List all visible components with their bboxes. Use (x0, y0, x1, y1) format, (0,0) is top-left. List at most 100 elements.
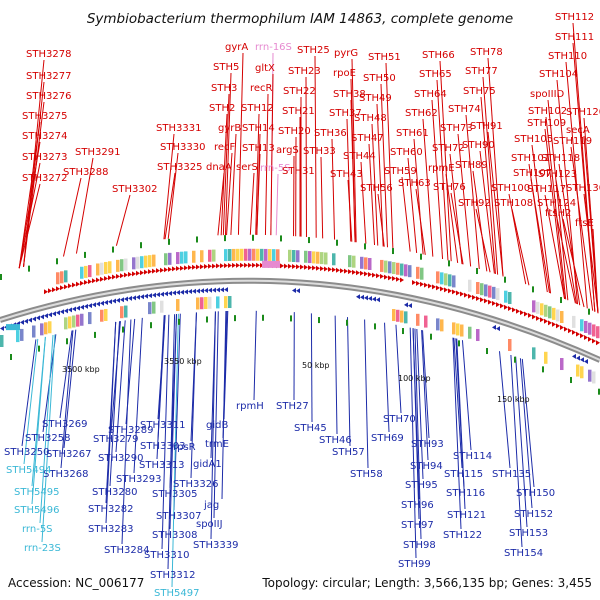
reverse-gene-arrow (84, 303, 88, 309)
leader-line (401, 176, 411, 252)
forward-gene-arrow (124, 272, 128, 278)
leader-line (395, 324, 402, 414)
leader-line (334, 315, 338, 435)
reverse-gene-arrow (208, 287, 212, 293)
reverse-category-block (508, 339, 512, 352)
forward-gene-arrow (108, 275, 112, 281)
forward-gene-arrow (164, 267, 168, 273)
reverse-gene-arrow (196, 288, 200, 294)
reverse-category-block (424, 315, 428, 328)
gene-label-sth51: STH51 (368, 52, 401, 63)
gene-label-sth89: STH89 (455, 160, 488, 171)
gene-label-sth70: STH70 (383, 414, 416, 425)
leader-line (499, 351, 511, 469)
leader-line (570, 146, 594, 311)
forward-gene-arrow (184, 265, 188, 271)
gene-label-sth154: STH154 (504, 548, 543, 559)
leader-line (59, 330, 73, 419)
forward-gene-arrow (428, 283, 432, 289)
forward-gene-arrow (52, 287, 56, 293)
leader-line (412, 328, 420, 520)
reverse-gene-arrow (80, 304, 84, 310)
gene-label-recr: recR (250, 83, 273, 94)
gene-label-sth69: STH69 (371, 433, 404, 444)
forward-gene-arrow (176, 266, 180, 272)
forward-category-block (444, 273, 448, 286)
gene-label-sth107: STH107 (513, 168, 552, 179)
reverse-gene-arrow (60, 309, 64, 315)
gene-label-sth3311: STH3311 (140, 420, 185, 431)
leader-line (452, 337, 462, 530)
reverse-gene-arrow (188, 289, 192, 295)
forward-gene-arrow (368, 271, 372, 277)
forward-gene-arrow (372, 272, 376, 278)
gene-label-sth14: STH14 (242, 123, 275, 134)
reverse-category-block (88, 312, 92, 325)
leader-line (249, 172, 255, 235)
gene-label-sth116: STH116 (446, 488, 485, 499)
forward-category-block (244, 248, 248, 261)
rrna-reverse-block (6, 324, 20, 331)
map-title: Symbiobacterium thermophilum IAM 14863, … (87, 11, 513, 27)
forward-category-block (176, 252, 180, 265)
reverse-gene-arrow (296, 288, 300, 294)
forward-category-block (232, 248, 236, 261)
forward-gene-arrow (296, 264, 300, 270)
tick-mark (486, 348, 488, 355)
forward-category-block (436, 271, 440, 284)
forward-gene-arrow (412, 279, 416, 285)
forward-category-block (364, 257, 368, 270)
reverse-gene-arrow (156, 292, 160, 298)
forward-gene-arrow (60, 285, 64, 291)
forward-gene-arrow (328, 266, 332, 272)
leader-line (510, 354, 523, 548)
gene-label-sth3278: STH3278 (26, 49, 71, 60)
tick-label-3550: 3550 kbp (164, 357, 202, 366)
forward-category-block (264, 248, 268, 261)
forward-gene-arrow (588, 336, 592, 342)
leader-line (450, 192, 464, 265)
tick-label-150: 150 kbp (497, 395, 530, 404)
gene-label-sth75: STH75 (463, 86, 496, 97)
forward-gene-arrow (472, 294, 476, 300)
forward-gene-arrow (464, 292, 468, 298)
reverse-category-block (100, 309, 104, 322)
gene-label-gyrb: gyrB (218, 123, 241, 134)
forward-category-block (592, 324, 596, 337)
leader-line (475, 208, 491, 273)
forward-gene-arrow (448, 288, 452, 294)
forward-gene-arrow (516, 308, 520, 314)
leader-line (453, 337, 463, 469)
forward-category-block (168, 252, 172, 265)
reverse-gene-arrow (24, 318, 28, 324)
leader-line (371, 123, 379, 246)
leader-line (320, 156, 324, 239)
tick-mark (66, 338, 68, 345)
tick-mark (84, 251, 86, 258)
forward-category-block (60, 271, 64, 284)
tick-mark (224, 235, 226, 242)
forward-gene-arrow (468, 293, 472, 299)
tick-mark (570, 377, 572, 384)
gene-label-rrn-5s: rrn-5S (22, 524, 53, 535)
gene-label-sth36: STH36 (314, 128, 347, 139)
leader-line (171, 313, 179, 588)
feature-tracks (0, 234, 600, 395)
tick-mark (0, 274, 2, 280)
gene-label-sth3325: STH3325 (157, 162, 202, 173)
reverse-category-block (48, 321, 52, 334)
forward-category-block (480, 283, 484, 296)
tick-mark (392, 248, 394, 255)
reverse-gene-arrow (128, 295, 132, 301)
tick-mark (308, 237, 310, 244)
forward-category-block (552, 307, 556, 320)
forward-category-block (260, 248, 264, 261)
gene-label-sth3269: STH3269 (42, 419, 87, 430)
leader-line (487, 131, 504, 277)
reverse-category-block (20, 328, 24, 341)
gene-label-sth3291: STH3291 (75, 147, 120, 158)
gene-label-sth3274: STH3274 (22, 131, 67, 142)
leader-line (18, 121, 41, 269)
forward-gene-arrow (352, 269, 356, 275)
reverse-category-block (396, 309, 400, 322)
